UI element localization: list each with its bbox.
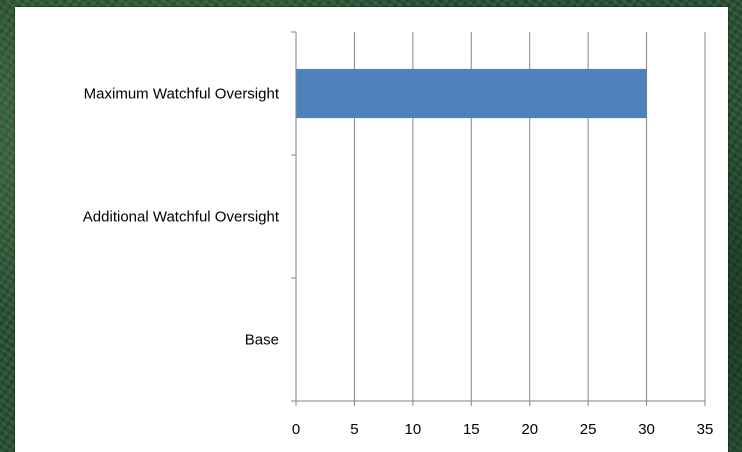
axes [291,31,706,406]
x-tick-label: 15 [463,421,480,438]
bar-chart: 0 5 10 15 20 25 30 35 Maximum Watchful Oversight… [83,31,714,439]
x-tick-label: 25 [580,421,597,438]
chart-panel: 0 5 10 15 20 25 30 35 Maximum Watchful Oversight… [15,7,728,452]
x-tick-label: 20 [521,421,538,438]
category-label: Base [245,332,279,349]
x-tick-label: 30 [638,421,655,438]
labels: 0 5 10 15 20 25 30 35 Maximum Watchful Oversight… [83,86,714,439]
category-label: Additional Watchful Oversight [83,209,280,226]
x-tick-label: 0 [292,421,300,438]
bar [296,68,647,119]
x-tick-label: 5 [350,421,358,438]
x-tick-label: 35 [697,421,714,438]
bars [296,68,647,119]
category-label: Maximum Watchful Oversight [84,86,280,103]
x-tick-label: 10 [405,421,422,438]
